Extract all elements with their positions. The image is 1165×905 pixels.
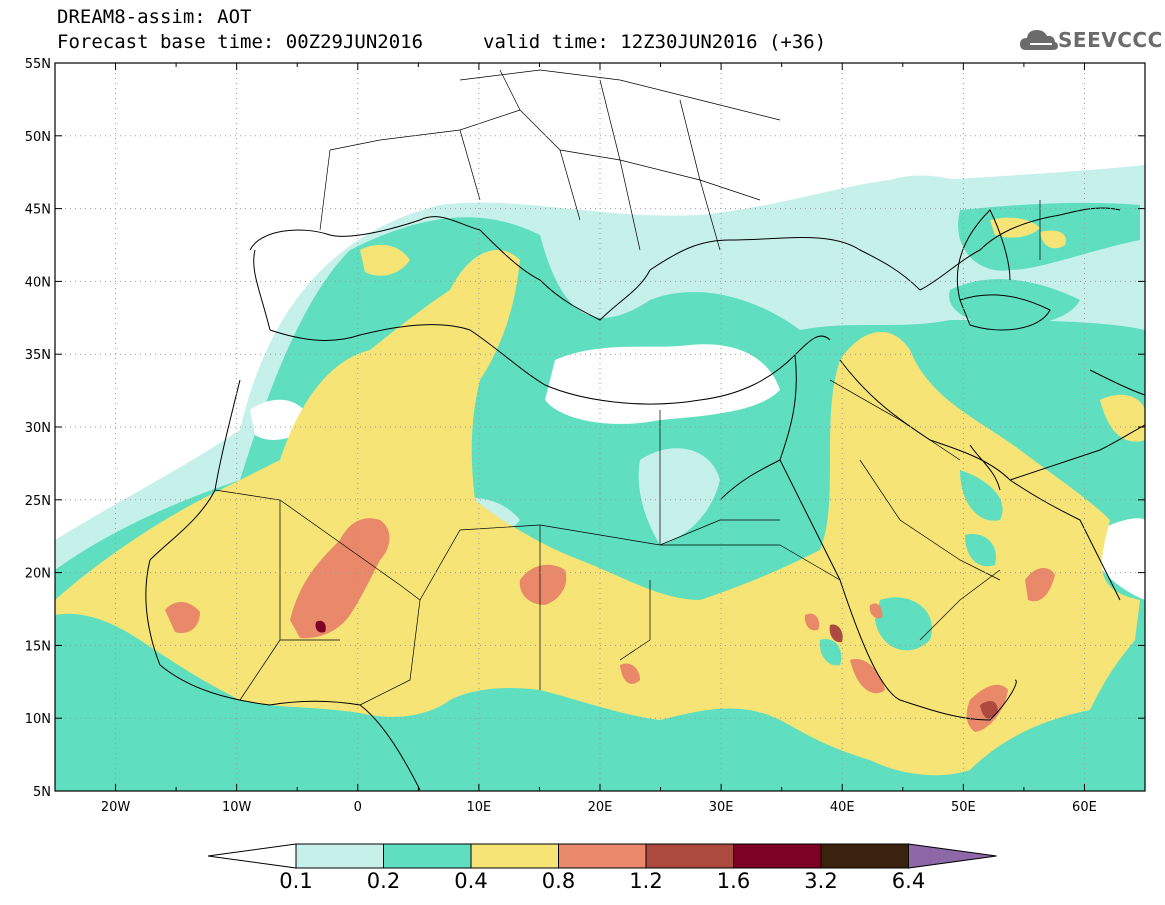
coastlines [145,207,1145,791]
map-title: DREAM8-assim: AOT [57,6,252,28]
logo-text: SEEVCCC [1058,28,1163,52]
colorbar-label: 0.8 [541,869,576,893]
lon-tick-label: 0 [354,800,362,815]
lon-tick-label: 50E [951,800,976,815]
lat-tick-label: 50N [25,130,51,145]
lat-tick-label: 55N [25,57,51,72]
colorbar-label: 0.4 [454,869,488,893]
lat-tick-label: 15N [25,639,51,654]
colorbar-swatch [383,843,472,869]
colorbar-label: 6.4 [891,869,926,893]
colorbar-high-arrow [908,843,997,869]
colorbar-label: 3.2 [804,869,838,893]
valid-time: valid time: 12Z30JUN2016 (+36) [483,31,827,53]
colorbar-swatch [733,843,822,869]
colorbar-label: 1.2 [629,869,663,893]
borders [214,69,1041,706]
base-time: Forecast base time: 00Z29JUN2016 [57,31,424,53]
lat-tick-labels: 5N 10N 15N 20N 25N 30N 35N 40N 45N 50N 55N [25,57,51,800]
colorbar-label: 1.6 [716,869,751,893]
lon-tick-label: 30E [709,800,734,815]
aot-fill [55,165,1145,791]
lat-tick-label: 10N [25,712,51,727]
colorbar-label: 0.1 [279,869,313,893]
lon-tick-labels: 20W 10W 0 10E 20E 30E 40E 50E 60E [101,800,1097,815]
tick-marks [54,62,1146,792]
colorbar-swatch [820,843,909,869]
colorbar-swatch [558,843,647,869]
colorbar-swatch [645,843,734,869]
colorbar-swatch [470,843,559,869]
lon-tick-label: 10W [222,800,252,815]
lon-tick-label: 20E [588,800,613,815]
lat-tick-label: 5N [33,785,51,800]
lat-tick-label: 30N [25,421,51,436]
lon-tick-label: 60E [1072,800,1097,815]
lon-tick-label: 20W [101,800,131,815]
lat-tick-label: 25N [25,494,51,509]
lat-tick-label: 20N [25,567,51,582]
colorbar-low-arrow [207,843,297,869]
cloud-icon [1020,30,1058,50]
lon-tick-label: 10E [467,800,492,815]
lon-tick-label: 40E [830,800,855,815]
grid-lines [55,63,1145,791]
colorbar-label: 0.2 [366,869,401,893]
lat-tick-label: 40N [25,275,51,290]
colorbar-swatch [295,843,384,869]
lat-tick-label: 45N [25,203,51,218]
colorbar [207,843,997,869]
lat-tick-label: 35N [25,348,51,363]
